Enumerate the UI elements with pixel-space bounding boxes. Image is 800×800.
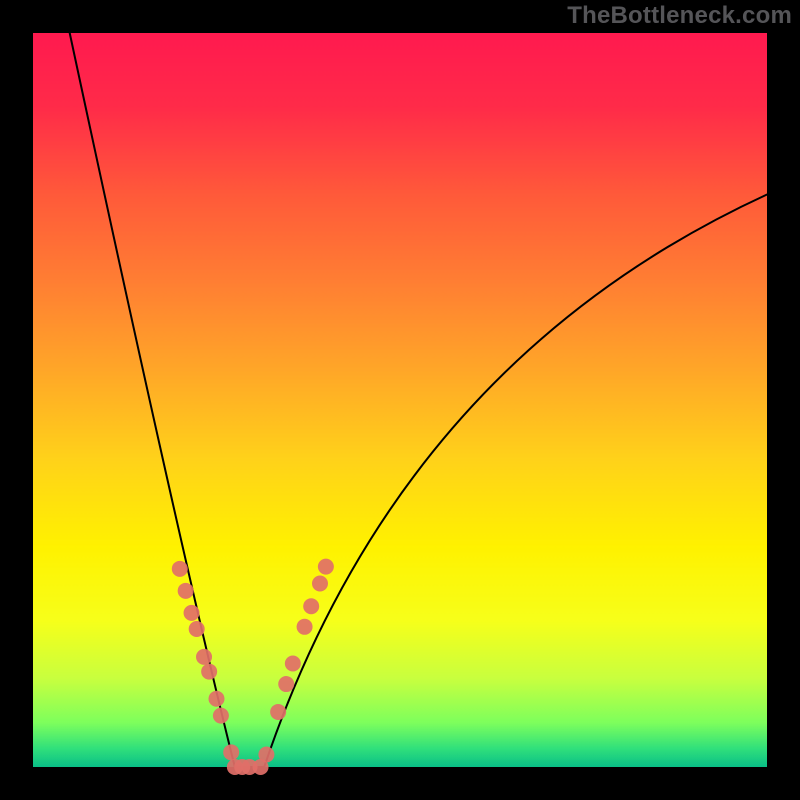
data-marker — [303, 598, 319, 614]
data-marker — [312, 576, 328, 592]
data-marker — [258, 747, 274, 763]
data-marker — [201, 664, 217, 680]
data-marker — [270, 704, 286, 720]
data-marker — [318, 559, 334, 575]
data-marker — [213, 708, 229, 724]
data-marker — [223, 744, 239, 760]
data-marker — [189, 621, 205, 637]
curve-overlay — [33, 33, 767, 767]
data-marker — [196, 649, 212, 665]
data-marker — [178, 583, 194, 599]
chart-frame: TheBottleneck.com — [0, 0, 800, 800]
watermark-text: TheBottleneck.com — [567, 2, 792, 30]
data-marker — [209, 691, 225, 707]
data-marker — [297, 619, 313, 635]
data-marker — [285, 656, 301, 672]
data-marker — [278, 676, 294, 692]
data-marker — [172, 561, 188, 577]
data-marker — [184, 605, 200, 621]
curve-segment — [264, 194, 767, 767]
plot-area — [33, 33, 767, 767]
